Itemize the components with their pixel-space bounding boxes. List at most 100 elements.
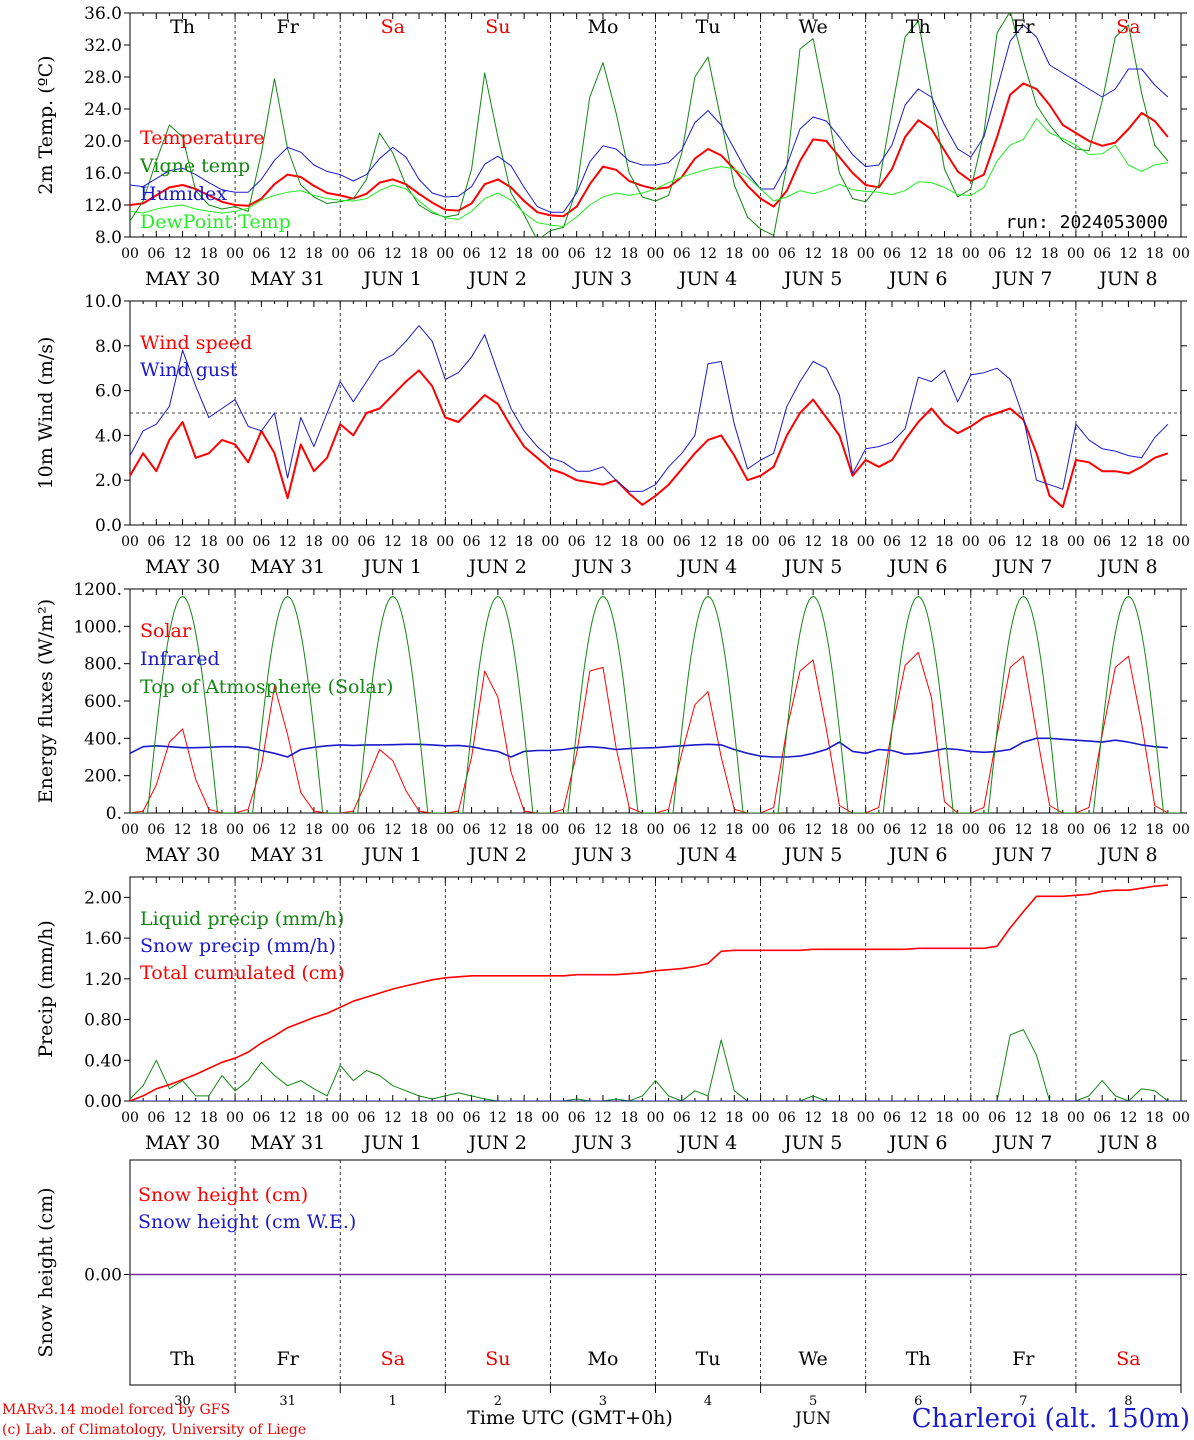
weekday-label: Fr [277, 1348, 300, 1370]
legend-entry: Infrared [140, 648, 220, 670]
hour-tick-label: 00 [1067, 1110, 1085, 1126]
hour-tick-label: 06 [673, 246, 691, 262]
weekday-label: Th [170, 16, 195, 38]
hour-tick-label: 12 [279, 822, 297, 838]
date-label: JUN 2 [467, 268, 527, 290]
day-number-label: 3 [599, 1394, 607, 1409]
hour-tick-label: 00 [647, 1110, 665, 1126]
legend-entry: Top of Atmosphere (Solar) [140, 676, 393, 698]
y-axis-title: 2m Temp. (ºC) [35, 55, 57, 194]
hour-tick-label: 00 [962, 534, 980, 550]
date-label: JUN 5 [782, 556, 842, 578]
hour-tick-label: 00 [647, 246, 665, 262]
date-label: JUN 5 [782, 1132, 842, 1154]
hour-tick-label: 12 [1120, 1110, 1138, 1126]
hour-tick-label: 06 [358, 534, 376, 550]
hour-tick-label: 18 [831, 1110, 849, 1126]
hour-tick-label: 18 [305, 1110, 323, 1126]
y-tick-label: 36.0 [84, 4, 122, 24]
weekday-label: Mo [587, 1348, 618, 1370]
date-label: JUN 2 [467, 844, 527, 866]
date-label: MAY 30 [145, 556, 220, 578]
panel-energy: 0. 200. 400. 600. 800. 1000. 1200. 00 06 12 18 MAY … [35, 580, 1190, 866]
hour-tick-label: 12 [909, 534, 927, 550]
hour-tick-label: 00 [541, 534, 559, 550]
hour-tick-label: 06 [147, 822, 165, 838]
date-label: JUN 3 [572, 1132, 632, 1154]
y-tick-label: 800. [84, 655, 122, 675]
hour-tick-label: 06 [988, 534, 1006, 550]
hour-tick-label: 18 [305, 534, 323, 550]
hour-tick-label: 00 [857, 822, 875, 838]
date-label: JUN 3 [572, 556, 632, 578]
date-label: JUN 7 [992, 268, 1052, 290]
hour-tick-label: 00 [226, 246, 244, 262]
hour-tick-label: 18 [831, 246, 849, 262]
date-label: MAY 30 [145, 268, 220, 290]
date-label: JUN 4 [677, 556, 737, 578]
hour-tick-label: 00 [962, 1110, 980, 1126]
date-label: JUN 7 [992, 556, 1052, 578]
hour-tick-label: 06 [463, 822, 481, 838]
hour-tick-label: 06 [988, 246, 1006, 262]
hour-tick-label: 18 [515, 246, 533, 262]
hour-tick-label: 06 [252, 822, 270, 838]
hour-tick-label: 18 [831, 822, 849, 838]
hour-tick-label: 18 [200, 246, 218, 262]
credit-lab: (c) Lab. of Climatology, University of L… [2, 1422, 306, 1438]
hour-tick-label: 00 [436, 246, 454, 262]
y-tick-label: 400. [84, 729, 122, 749]
y-tick-label: 0.0 [95, 516, 122, 536]
hour-tick-label: 00 [752, 246, 770, 262]
hour-tick-label: 18 [305, 822, 323, 838]
date-label: MAY 31 [250, 844, 325, 866]
hour-tick-label: 06 [463, 1110, 481, 1126]
hour-tick-label: 18 [410, 1110, 428, 1126]
hour-tick-label: 00 [962, 246, 980, 262]
y-tick-label: 4.0 [95, 426, 122, 446]
hour-tick-label: 06 [252, 1110, 270, 1126]
date-label: JUN 1 [362, 844, 422, 866]
series-line-temperature [130, 82, 1169, 218]
hour-tick-label: 06 [883, 246, 901, 262]
date-label: JUN 2 [467, 1132, 527, 1154]
hour-tick-label: 00 [121, 534, 139, 550]
weekday-label: Fr [277, 16, 300, 38]
hour-tick-label: 06 [673, 1110, 691, 1126]
hour-tick-label: 12 [384, 1110, 402, 1126]
date-label: JUN 1 [362, 1132, 422, 1154]
hour-tick-label: 12 [804, 246, 822, 262]
hour-tick-label: 12 [174, 534, 192, 550]
hour-tick-label: 18 [725, 822, 743, 838]
hour-tick-label: 12 [594, 534, 612, 550]
y-tick-label: 28.0 [84, 68, 122, 88]
weekday-label: Tu [696, 16, 721, 38]
weekday-label: Sa [381, 1348, 405, 1370]
date-label: MAY 31 [250, 268, 325, 290]
weekday-label: We [799, 1348, 828, 1370]
hour-tick-label: 00 [541, 822, 559, 838]
date-label: JUN 3 [572, 844, 632, 866]
y-tick-label: 0.00 [84, 1092, 122, 1112]
hour-tick-label: 00 [226, 822, 244, 838]
legend-entry: Temperature [140, 127, 264, 149]
hour-tick-label: 00 [1067, 822, 1085, 838]
legend-entry: Total cumulated (cm) [140, 962, 345, 984]
hour-tick-label: 12 [909, 1110, 927, 1126]
credit-model: MARv3.14 model forced by GFS [2, 1402, 230, 1418]
date-label: JUN 4 [677, 844, 737, 866]
y-tick-label: 0. [106, 804, 122, 824]
day-number-label: 1 [389, 1394, 397, 1409]
hour-tick-label: 12 [1014, 246, 1032, 262]
hour-tick-label: 18 [1146, 246, 1164, 262]
hour-tick-label: 00 [857, 534, 875, 550]
hour-tick-label: 18 [1146, 534, 1164, 550]
hour-tick-label: 18 [200, 822, 218, 838]
hour-tick-label: 00 [226, 1110, 244, 1126]
hour-tick-label: 18 [936, 246, 954, 262]
y-tick-label: 16.0 [84, 164, 122, 184]
time-axis-title: Time UTC (GMT+0h) [467, 1407, 673, 1429]
hour-tick-label: 00 [1172, 822, 1190, 838]
date-label: JUN 1 [362, 556, 422, 578]
hour-tick-label: 00 [752, 1110, 770, 1126]
